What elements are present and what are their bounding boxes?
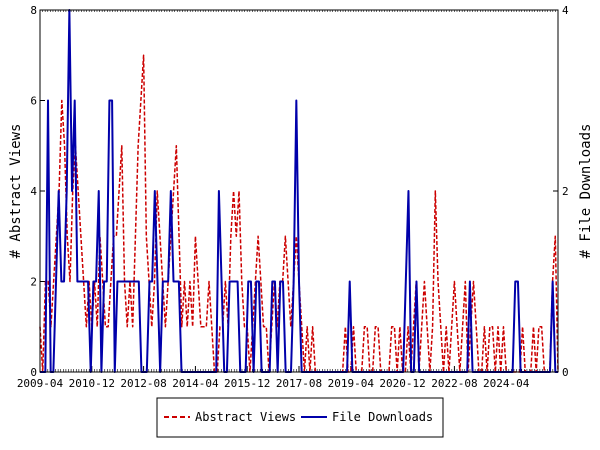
x-tick-label: 2017-08 xyxy=(276,377,322,390)
y-right-tick-label: 0 xyxy=(562,366,569,379)
y-axis-right-title: # File Downloads xyxy=(578,124,594,259)
y-right-tick-label: 4 xyxy=(562,4,569,17)
tick-label-layer: 2009-04 2010-12 2012-08 2014-04 2015-12 2017-… xyxy=(17,4,569,390)
x-tick-label: 2019-04 xyxy=(328,377,375,390)
y-right-tick-label: 2 xyxy=(562,185,569,198)
x-tick-label: 2022-08 xyxy=(431,377,477,390)
y-axis-left-title: # Abstract Views xyxy=(8,124,24,259)
x-tick-label: 2010-12 xyxy=(69,377,115,390)
y-left-tick-label: 0 xyxy=(30,366,37,379)
tick-marks xyxy=(39,9,559,373)
plot-frame xyxy=(39,9,559,373)
x-tick-label: 2015-12 xyxy=(224,377,270,390)
y-left-tick-label: 6 xyxy=(30,95,37,108)
y-left-tick-label: 4 xyxy=(30,185,37,198)
x-tick-label: 2014-04 xyxy=(172,377,219,390)
legend-abstract-views-label: Abstract Views xyxy=(195,410,296,424)
x-tick-label: 2009-04 xyxy=(17,377,64,390)
y-left-tick-label: 2 xyxy=(30,276,37,289)
series-line-abstract-views xyxy=(39,54,559,373)
x-tick-label: 2024-04 xyxy=(483,377,530,390)
series-line-file-downloads xyxy=(40,9,558,373)
legend: Abstract Views File Downloads xyxy=(156,397,444,438)
legend-box xyxy=(156,397,444,438)
series-layer xyxy=(39,9,559,373)
x-tick-label: 2020-12 xyxy=(379,377,425,390)
legend-file-downloads-label: File Downloads xyxy=(332,410,433,424)
x-tick-label: 2012-08 xyxy=(120,377,166,390)
y-left-tick-label: 8 xyxy=(30,4,37,17)
